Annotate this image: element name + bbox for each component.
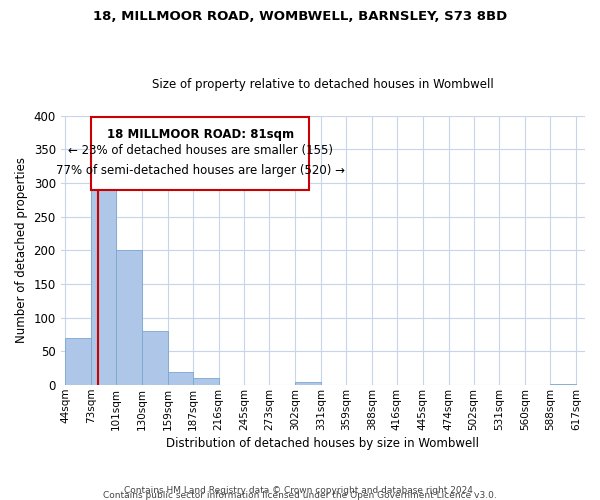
X-axis label: Distribution of detached houses by size in Wombwell: Distribution of detached houses by size … — [166, 437, 479, 450]
Bar — [91, 180, 116, 385]
Bar — [167, 372, 193, 385]
Bar — [295, 382, 321, 385]
Text: 77% of semi-detached houses are larger (520) →: 77% of semi-detached houses are larger (… — [56, 164, 345, 177]
Text: 18 MILLMOOR ROAD: 81sqm: 18 MILLMOOR ROAD: 81sqm — [107, 128, 294, 141]
Bar — [142, 332, 167, 385]
Bar — [193, 378, 218, 385]
Text: Contains public sector information licensed under the Open Government Licence v3: Contains public sector information licen… — [103, 490, 497, 500]
FancyBboxPatch shape — [91, 117, 310, 190]
Bar — [116, 250, 142, 385]
Text: ← 23% of detached houses are smaller (155): ← 23% of detached houses are smaller (15… — [68, 144, 333, 158]
Text: 18, MILLMOOR ROAD, WOMBWELL, BARNSLEY, S73 8BD: 18, MILLMOOR ROAD, WOMBWELL, BARNSLEY, S… — [93, 10, 507, 23]
Text: Contains HM Land Registry data © Crown copyright and database right 2024.: Contains HM Land Registry data © Crown c… — [124, 486, 476, 495]
Bar — [550, 384, 576, 385]
Bar — [65, 338, 91, 385]
Y-axis label: Number of detached properties: Number of detached properties — [15, 158, 28, 344]
Title: Size of property relative to detached houses in Wombwell: Size of property relative to detached ho… — [152, 78, 494, 91]
